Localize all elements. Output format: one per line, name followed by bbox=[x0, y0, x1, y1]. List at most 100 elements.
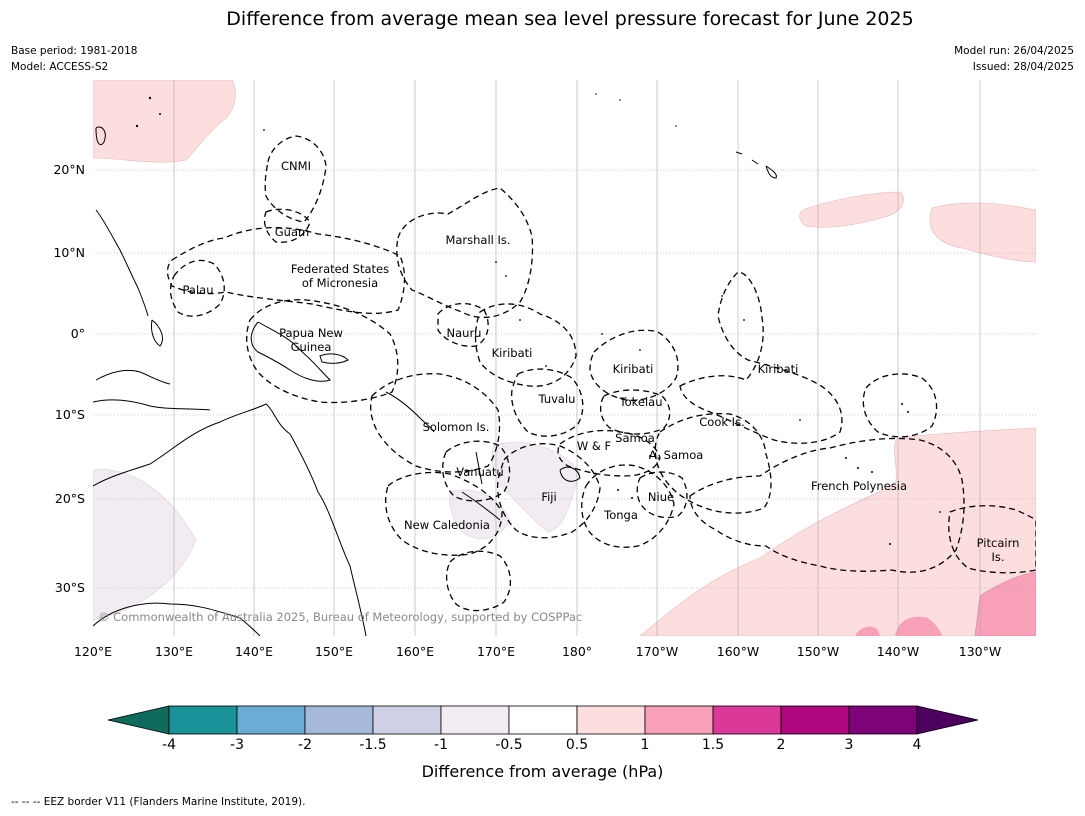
eez-png bbox=[246, 299, 399, 404]
lon-tick-140e: 140°E bbox=[234, 644, 273, 659]
indonesia-3 bbox=[151, 319, 163, 347]
colorbar-tick: -1 bbox=[434, 737, 448, 753]
colorbar-tick: -0.5 bbox=[495, 737, 523, 753]
copyright-note: © Commonwealth of Australia 2025, Bureau… bbox=[98, 610, 583, 624]
vanuatu-isl bbox=[475, 451, 483, 485]
map-area bbox=[93, 80, 1036, 636]
lon-tick-170w: 170°W bbox=[635, 644, 679, 659]
lon-tick-180: 180° bbox=[561, 644, 593, 659]
australia-coast bbox=[93, 403, 367, 636]
label-fiji: Fiji bbox=[541, 490, 557, 504]
lon-tick-140w: 140°W bbox=[876, 644, 920, 659]
hawaii bbox=[735, 151, 777, 179]
colorbar-tick: -3 bbox=[230, 737, 244, 753]
label-french-polynesia: French Polynesia bbox=[810, 479, 908, 493]
lat-tick-0: 0° bbox=[70, 326, 85, 341]
label-marshall: Marshall Is. bbox=[445, 233, 511, 247]
issued-date: Issued: 28/04/2025 bbox=[972, 61, 1074, 73]
eez-samoa-wf bbox=[557, 429, 661, 477]
label-samoa: Samoa bbox=[615, 431, 655, 445]
australia-south-coast bbox=[93, 602, 261, 636]
colorbar-tick: -2 bbox=[298, 737, 312, 753]
label-tonga: Tonga bbox=[604, 508, 638, 522]
label-niue: Niue bbox=[647, 490, 675, 504]
label-solomon: Solomon Is. bbox=[422, 420, 490, 434]
colorbar-extend-low bbox=[107, 705, 170, 735]
anomaly-strong-small-2 bbox=[895, 616, 942, 636]
colorbar-segment bbox=[236, 705, 306, 735]
eez-nauru bbox=[437, 303, 489, 347]
model-name: Model: ACCESS-S2 bbox=[11, 61, 109, 73]
map-title: Difference from average mean sea level p… bbox=[226, 8, 914, 30]
colorbar-extend-high bbox=[916, 705, 979, 735]
lon-tick-130w: 130°W bbox=[958, 644, 1002, 659]
eez-cook bbox=[654, 412, 772, 514]
anomaly-positive-east bbox=[929, 202, 1036, 263]
eez-fiji bbox=[496, 443, 601, 539]
new-caledonia bbox=[461, 491, 501, 521]
label-guam: Guam bbox=[274, 225, 310, 239]
anomaly-negative-nc bbox=[449, 489, 511, 539]
label-cook: Cook Is. bbox=[699, 415, 745, 429]
lat-tick-20s: 20°S bbox=[54, 491, 85, 506]
meta-left: Base period: 1981-2018 Model: ACCESS-S2 bbox=[11, 43, 137, 75]
colorbar-segment bbox=[576, 705, 646, 735]
new-britain bbox=[319, 353, 349, 364]
colorbar-segment bbox=[712, 705, 782, 735]
eez-palau bbox=[169, 259, 225, 317]
png-coast bbox=[250, 321, 331, 382]
lat-tick-30s: 30°S bbox=[54, 580, 85, 595]
lon-tick-160e: 160°E bbox=[395, 644, 434, 659]
eez-guam bbox=[263, 208, 311, 243]
lon-tick-170e: 170°E bbox=[476, 644, 515, 659]
eez-fp-north bbox=[862, 373, 938, 438]
label-vanuatu: Vanuatu bbox=[456, 465, 504, 479]
eez-legend-note: -- -- -- EEZ border V11 (Flanders Marine… bbox=[11, 796, 306, 808]
label-pitcairn: Pitcairn Is. bbox=[976, 536, 1020, 564]
eez-marshall bbox=[396, 187, 534, 319]
philippines bbox=[95, 209, 149, 317]
colorbar-tick: 4 bbox=[912, 737, 922, 753]
eez-tuvalu bbox=[510, 368, 584, 437]
label-fsm: Federated States of Micronesia bbox=[290, 262, 390, 290]
graticule-lat bbox=[93, 169, 1036, 589]
anomaly-strong-small-1 bbox=[855, 626, 880, 636]
model-run: Model run: 26/04/2025 bbox=[954, 45, 1074, 57]
colorbar-segment bbox=[304, 705, 374, 735]
anomaly-positive-nw bbox=[93, 80, 236, 163]
coastlines bbox=[93, 126, 777, 636]
colorbar-tick: 3 bbox=[844, 737, 854, 753]
indonesia-2 bbox=[95, 369, 171, 385]
eez-borders bbox=[166, 135, 1036, 612]
label-kiribati-c: Kiribati bbox=[612, 362, 654, 376]
lon-tick-150w: 150°W bbox=[796, 644, 840, 659]
colorbar-tick: 1 bbox=[640, 737, 650, 753]
colorbar-segment bbox=[848, 705, 918, 735]
eez-norfolk bbox=[445, 550, 511, 612]
eez-kiribati-c bbox=[589, 329, 679, 401]
label-wf: W & F bbox=[576, 439, 612, 453]
colorbar-tick: 1.5 bbox=[701, 737, 725, 753]
lon-tick-150e: 150°E bbox=[314, 644, 353, 659]
eez-kiribati-e bbox=[679, 271, 843, 444]
colorbar-segment bbox=[644, 705, 714, 735]
label-cnmi: CNMI bbox=[281, 159, 311, 173]
fiji-isl bbox=[559, 466, 581, 482]
eez-tokelau bbox=[599, 389, 671, 435]
label-new-caledonia: New Caledonia bbox=[404, 518, 490, 532]
eez-tonga bbox=[581, 464, 675, 548]
colorbar-segment bbox=[440, 705, 510, 735]
eez-french-poly bbox=[689, 437, 965, 573]
eez-vanuatu bbox=[442, 440, 511, 502]
label-kiribati-e: Kiribati bbox=[757, 362, 799, 376]
meta-right: Model run: 26/04/2025 Issued: 28/04/2025 bbox=[954, 43, 1074, 75]
label-tuvalu: Tuvalu bbox=[538, 392, 576, 406]
lon-tick-130e: 130°E bbox=[154, 644, 193, 659]
island-specks bbox=[135, 93, 941, 545]
colorbar-tick: 2 bbox=[776, 737, 786, 753]
solomon-isl bbox=[385, 391, 435, 433]
colorbar-segment bbox=[372, 705, 442, 735]
eez-pitcairn bbox=[948, 505, 1036, 574]
label-kiribati-w: Kiribati bbox=[491, 346, 533, 360]
